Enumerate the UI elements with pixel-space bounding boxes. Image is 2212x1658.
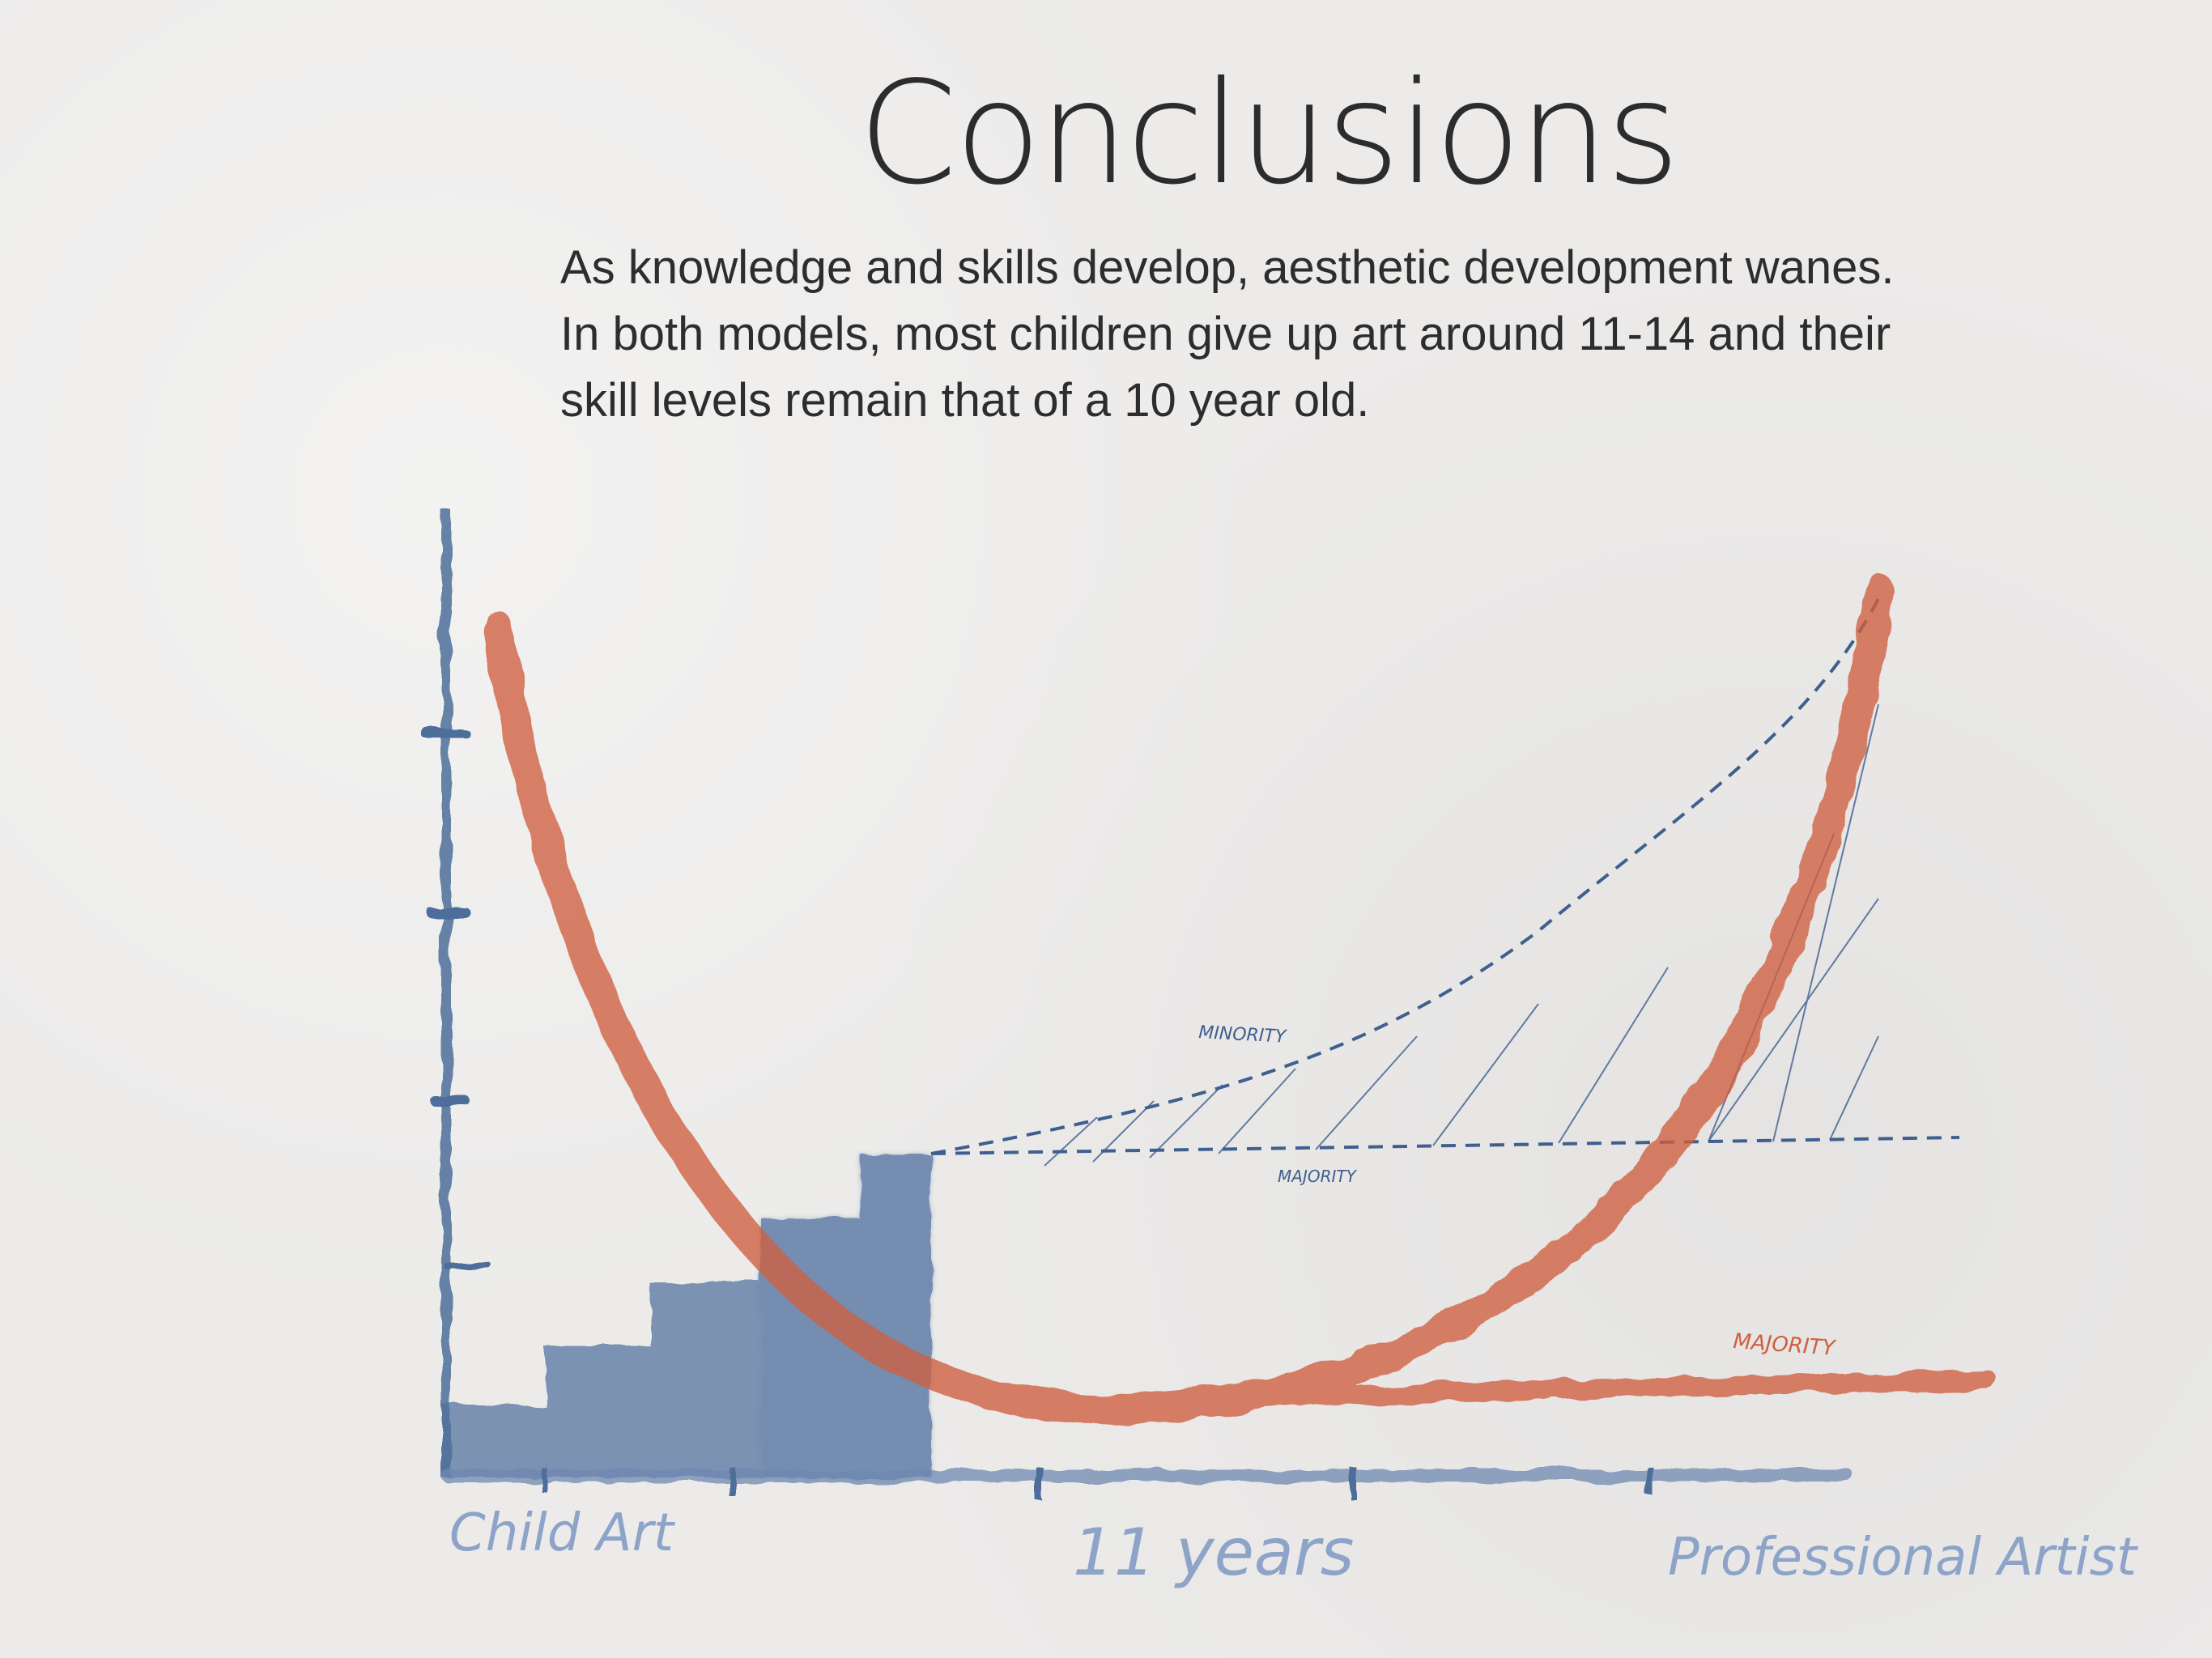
orange-curves — [483, 576, 1997, 1425]
x-axis — [441, 1467, 1854, 1501]
x-label-11-years: 11 years — [1073, 1515, 1354, 1590]
slide-title: Conclusions — [858, 52, 1680, 216]
professional-orange-curve — [483, 576, 1895, 1425]
y-tick-4 — [444, 1263, 492, 1269]
hatch-lines — [1044, 704, 1879, 1167]
majority-orange-curve — [1253, 1371, 1997, 1406]
x-label-professional-artist: Professional Artist — [1668, 1528, 2139, 1588]
skill-steps — [441, 1154, 931, 1477]
minority-dashed-curve — [930, 590, 1884, 1155]
x-tick-1 — [541, 1467, 547, 1491]
y-tick-2 — [425, 907, 470, 916]
slide-body-text: As knowledge and skills develop, aesthet… — [560, 241, 1895, 427]
x-tick-3 — [1036, 1467, 1043, 1501]
x-label-child-art: Child Art — [449, 1503, 676, 1563]
majority-orange-label: MAJORITY — [1733, 1329, 1838, 1361]
y-tick-1 — [421, 729, 470, 738]
x-tick-4 — [1350, 1467, 1356, 1499]
x-tick-5 — [1647, 1467, 1653, 1496]
majority-dashed-line — [930, 1136, 1960, 1155]
minority-label: MINORITY — [1198, 1022, 1288, 1048]
x-tick-2 — [729, 1467, 735, 1496]
dashed-curves — [930, 590, 1960, 1155]
y-tick-3 — [431, 1097, 471, 1107]
y-axis — [421, 510, 492, 1477]
majority-blue-label: MAJORITY — [1278, 1167, 1358, 1186]
